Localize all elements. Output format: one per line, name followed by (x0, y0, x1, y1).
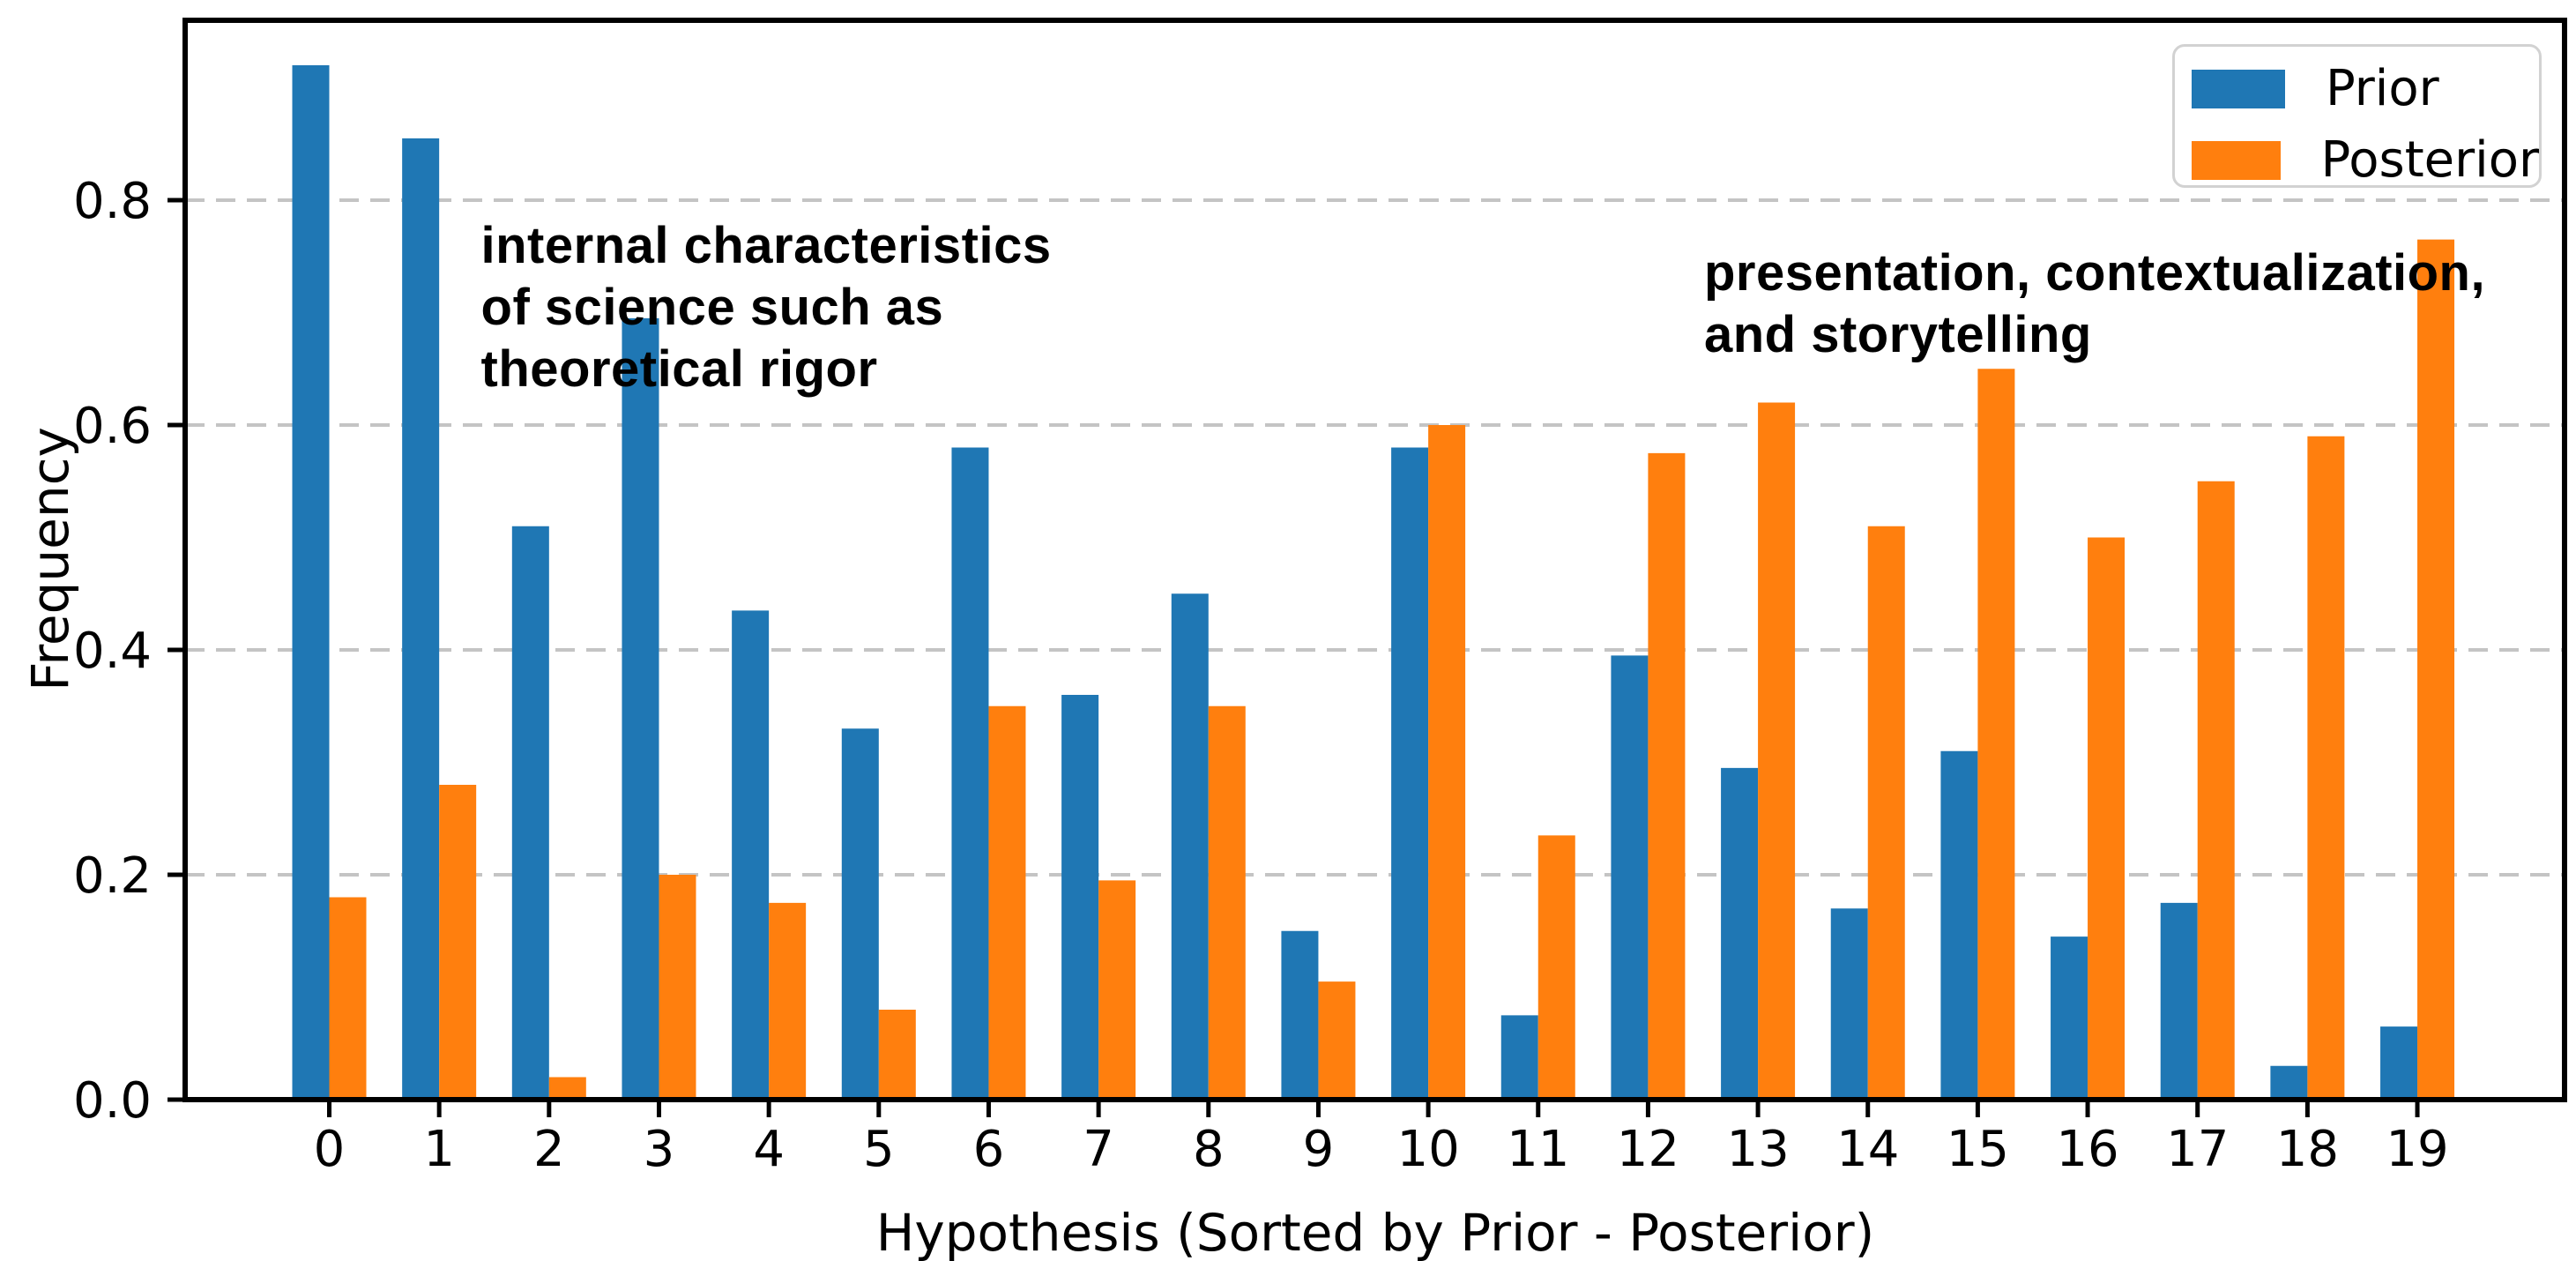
bar-prior-9 (1281, 930, 1319, 1100)
x-tick-label-17: 17 (2166, 1121, 2229, 1178)
bar-posterior-17 (2197, 481, 2235, 1100)
bar-posterior-9 (1318, 981, 1356, 1100)
bar-posterior-14 (1867, 526, 1905, 1100)
x-tick-label-9: 9 (1303, 1121, 1335, 1178)
x-tick-label-7: 7 (1083, 1121, 1114, 1178)
bar-prior-10 (1391, 447, 1429, 1100)
legend: Prior Posterior (2172, 44, 2542, 188)
bar-prior-3 (622, 317, 659, 1100)
legend-swatch-posterior-icon (2192, 141, 2281, 180)
bar-posterior-1 (439, 785, 477, 1100)
annotation-line: and storytelling (1703, 306, 2092, 364)
bar-posterior-2 (548, 1077, 586, 1100)
legend-entry-prior: Prior (2192, 60, 2539, 117)
bar-prior-13 (1721, 767, 1759, 1100)
bar-prior-0 (292, 65, 330, 1100)
annotation-line: of science such as (480, 278, 944, 336)
x-tick-label-2: 2 (533, 1121, 565, 1178)
x-tick-label-11: 11 (1507, 1121, 1569, 1178)
annotation-line: presentation, contextualization, (1703, 244, 2486, 302)
x-tick-label-15: 15 (1947, 1121, 2009, 1178)
bar-posterior-15 (1977, 369, 2015, 1100)
y-tick-label-0.6: 0.6 (73, 398, 152, 455)
y-tick-label-0.4: 0.4 (73, 623, 152, 680)
bar-prior-14 (1830, 908, 1868, 1100)
bar-posterior-6 (988, 705, 1026, 1100)
x-tick-label-14: 14 (1836, 1121, 1899, 1178)
x-tick-label-13: 13 (1726, 1121, 1789, 1178)
x-tick-label-3: 3 (644, 1121, 675, 1178)
bar-prior-8 (1171, 593, 1209, 1100)
bar-posterior-0 (329, 897, 367, 1100)
legend-label-posterior: Posterior (2320, 131, 2540, 189)
legend-swatch-prior-icon (2192, 70, 2285, 108)
x-tick-label-8: 8 (1193, 1121, 1225, 1178)
bar-prior-7 (1061, 695, 1099, 1100)
bar-posterior-18 (2307, 436, 2345, 1100)
x-tick-label-6: 6 (973, 1121, 1005, 1178)
bar-prior-11 (1500, 1015, 1538, 1100)
bar-prior-17 (2160, 902, 2198, 1100)
x-tick-label-10: 10 (1396, 1121, 1459, 1178)
bar-prior-5 (841, 728, 879, 1100)
annotation-internal-characteristics: internal characteristics of science such… (481, 215, 1052, 400)
x-tick-label-19: 19 (2386, 1121, 2448, 1178)
bar-prior-15 (1940, 750, 1978, 1100)
bar-prior-4 (732, 610, 770, 1100)
annotation-line: theoretical rigor (480, 340, 878, 398)
plot-frame (182, 18, 2567, 1102)
bar-prior-12 (1611, 655, 1649, 1100)
legend-label-prior: Prior (2326, 60, 2439, 117)
bar-posterior-3 (659, 875, 696, 1100)
bar-posterior-4 (769, 902, 807, 1100)
bar-posterior-10 (1428, 425, 1466, 1100)
x-tick-label-5: 5 (863, 1121, 895, 1178)
bar-posterior-16 (2088, 537, 2126, 1100)
bar-posterior-11 (1537, 835, 1575, 1100)
bar-posterior-19 (2417, 239, 2455, 1100)
bar-posterior-7 (1098, 880, 1136, 1100)
bar-posterior-13 (1758, 402, 1796, 1100)
bar-prior-16 (2051, 936, 2088, 1100)
bar-posterior-5 (878, 1010, 916, 1100)
bar-prior-19 (2380, 1026, 2418, 1100)
legend-entry-posterior: Posterior (2192, 131, 2540, 189)
x-tick-label-16: 16 (2056, 1121, 2118, 1178)
bar-posterior-12 (1648, 452, 1686, 1100)
annotation-line: internal characteristics (480, 216, 1052, 274)
y-axis-label: Frequency (20, 427, 80, 691)
x-tick-label-4: 4 (753, 1121, 785, 1178)
x-tick-label-12: 12 (1617, 1121, 1679, 1178)
y-tick-label-0.2: 0.2 (73, 847, 152, 905)
y-tick-label-0.8: 0.8 (73, 173, 152, 230)
bar-posterior-8 (1208, 705, 1246, 1100)
x-tick-label-0: 0 (314, 1121, 346, 1178)
bar-prior-2 (511, 526, 549, 1100)
bar-prior-6 (951, 447, 989, 1100)
bar-prior-18 (2270, 1065, 2308, 1100)
x-axis-label: Hypothesis (Sorted by Prior - Posterior) (875, 1203, 1875, 1261)
y-tick-label-0.0: 0.0 (73, 1072, 152, 1130)
x-tick-label-1: 1 (423, 1121, 455, 1178)
annotation-presentation-storytelling: presentation, contextualization, and sto… (1704, 242, 2485, 366)
bar-prior-1 (402, 138, 440, 1100)
x-tick-label-18: 18 (2276, 1121, 2339, 1178)
